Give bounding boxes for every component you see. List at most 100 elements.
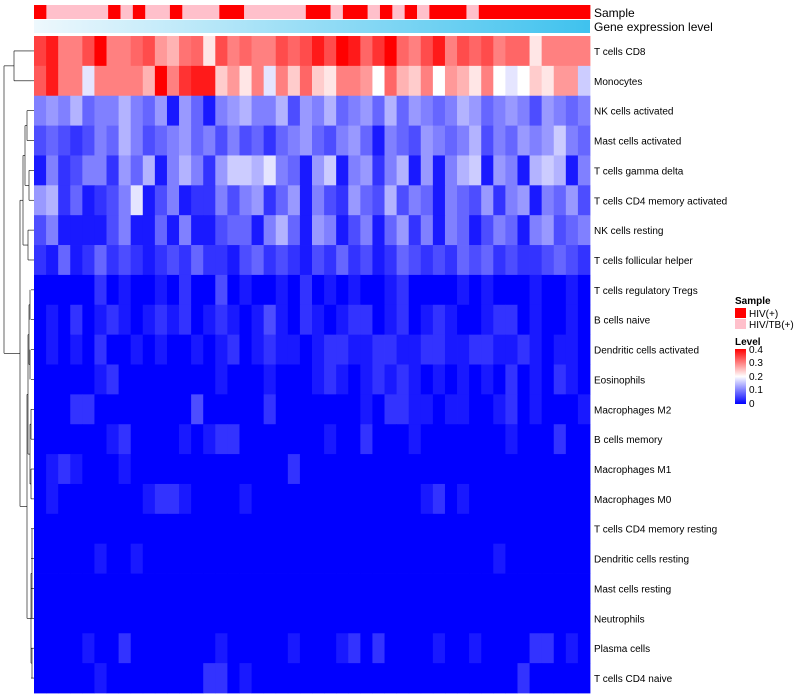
heatmap-cell	[239, 125, 252, 156]
heatmap-cell	[529, 245, 543, 276]
heatmap-cell	[312, 424, 325, 455]
heatmap-cell	[469, 543, 482, 574]
heatmap-cell	[130, 663, 144, 694]
heatmap-cell	[432, 513, 446, 545]
heatmap-cell	[360, 603, 373, 634]
heatmap-cell	[299, 483, 313, 515]
heatmap-cell	[179, 424, 192, 455]
row-label: Neutrophils	[594, 614, 645, 625]
legend-level-tick: 0.1	[749, 385, 763, 396]
heatmap-cell	[432, 424, 446, 455]
heatmap-cell	[130, 513, 144, 545]
heatmap-cell	[505, 424, 518, 455]
heatmap-cell	[275, 274, 289, 306]
heatmap-cell	[432, 663, 446, 694]
heatmap-cell	[287, 394, 301, 425]
heatmap-cell	[118, 274, 132, 306]
heatmap-cell	[154, 95, 168, 126]
heatmap-cell	[154, 603, 168, 634]
heatmap-cell	[493, 364, 506, 395]
heatmap-cell	[166, 394, 180, 425]
heatmap-cell	[179, 155, 192, 186]
heatmap-cell	[432, 573, 446, 604]
heatmap-cell	[420, 65, 434, 97]
heatmap-cell	[130, 424, 144, 455]
heatmap-cell	[94, 95, 107, 126]
heatmap-cell	[179, 65, 192, 97]
heatmap-cell	[227, 155, 240, 186]
heatmap-cell	[154, 36, 168, 67]
heatmap-cell	[251, 125, 265, 156]
heatmap-cell	[70, 364, 83, 395]
heatmap-cell	[432, 125, 446, 156]
sample-annotation-cell	[330, 5, 344, 19]
heatmap-cell	[420, 95, 434, 126]
heatmap-cell	[432, 65, 446, 97]
heatmap-cell	[420, 36, 434, 67]
heatmap-cell	[142, 125, 156, 156]
heatmap-cell	[553, 633, 567, 664]
heatmap-cell	[553, 603, 567, 634]
heatmap-cell	[130, 304, 144, 336]
heatmap-cell	[299, 424, 313, 455]
heatmap-cell	[227, 304, 240, 336]
heatmap-cell	[384, 633, 398, 664]
heatmap-cell	[215, 334, 228, 365]
heatmap-cell	[565, 454, 579, 485]
heatmap-cell	[203, 274, 216, 306]
heatmap-cell	[420, 155, 434, 186]
heatmap-cell	[82, 513, 95, 545]
heatmap-cell	[444, 573, 458, 604]
heatmap-cell	[529, 36, 543, 67]
heatmap-cell	[457, 185, 470, 216]
heatmap-cell	[360, 663, 373, 694]
row-label: Macrophages M2	[594, 405, 672, 416]
heatmap-cell	[239, 394, 252, 425]
heatmap-cell	[360, 633, 373, 664]
heatmap-cell	[577, 215, 591, 246]
heatmap-cell	[469, 36, 482, 67]
heatmap-cell	[565, 245, 579, 276]
heatmap-cell	[396, 95, 410, 126]
heatmap-cell	[94, 215, 107, 246]
heatmap-cell	[106, 633, 120, 664]
heatmap-cell	[166, 424, 180, 455]
heatmap-cell	[336, 334, 349, 365]
sample-annotation-cell	[182, 5, 196, 19]
heatmap-cell	[70, 483, 83, 515]
heatmap-cell	[82, 573, 95, 604]
sample-annotation-cell	[58, 5, 72, 19]
heatmap-cell	[299, 95, 313, 126]
legend-swatch-hiv	[735, 308, 746, 318]
heatmap-cell	[118, 603, 132, 634]
heatmap-cell	[577, 483, 591, 515]
heatmap-cell	[251, 155, 265, 186]
heatmap-cell	[565, 633, 579, 664]
heatmap-cell	[263, 394, 277, 425]
heatmap-cell	[396, 36, 410, 67]
row-label: Macrophages M0	[594, 495, 672, 506]
heatmap-cell	[372, 304, 385, 336]
heatmap-cell	[215, 603, 228, 634]
heatmap-cell	[469, 483, 482, 515]
heatmap-cell	[396, 483, 410, 515]
heatmap-cell	[203, 364, 216, 395]
heatmap-cell	[154, 543, 168, 574]
heatmap-cell	[299, 304, 313, 336]
heatmap-cell	[408, 185, 422, 216]
heatmap-cell	[142, 603, 156, 634]
heatmap-cell	[493, 36, 506, 67]
heatmap-cell	[444, 245, 458, 276]
heatmap-cell	[251, 334, 265, 365]
heatmap-cell	[529, 454, 543, 485]
heatmap-cell	[203, 65, 216, 97]
sample-annotation-cell	[417, 5, 430, 19]
heatmap-cell	[396, 454, 410, 485]
heatmap-cell	[408, 155, 422, 186]
heatmap-cell	[312, 543, 325, 574]
heatmap-cell	[457, 663, 470, 694]
heatmap-cell	[348, 334, 361, 365]
heatmap-cell	[46, 663, 59, 694]
heatmap-cell	[58, 215, 71, 246]
heatmap-cell	[82, 65, 95, 97]
